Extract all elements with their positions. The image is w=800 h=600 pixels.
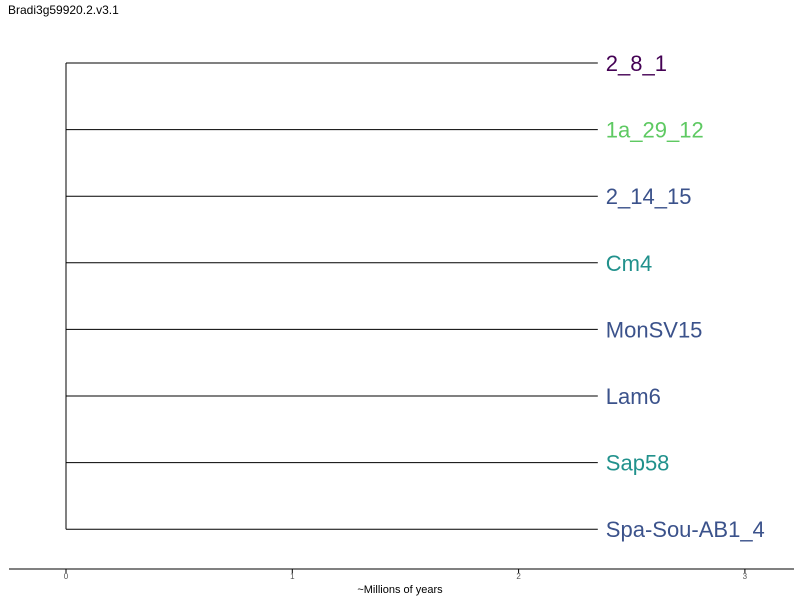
x-tick-label: 0 (64, 572, 69, 581)
x-tick-label: 1 (290, 572, 295, 581)
x-tick-label: 3 (743, 572, 748, 581)
leaf-label: 1a_29_12 (606, 118, 704, 143)
tree-branches (65, 62, 598, 530)
figure-title: Bradi3g59920.2.v3.1 (8, 3, 119, 17)
leaf-label: MonSV15 (606, 317, 703, 342)
leaf-label: 2_8_1 (606, 51, 667, 76)
leaf-label: Spa-Sou-AB1_4 (606, 517, 765, 542)
leaf-label: Sap58 (606, 451, 670, 476)
x-tick-label: 2 (516, 572, 521, 581)
x-axis-title: ~Millions of years (357, 584, 443, 596)
x-axis: 0 1 2 3 ~Millions of years (9, 568, 794, 596)
leaf-labels: 2_8_1 1a_29_12 2_14_15 Cm4 MonSV15 Lam6 Sap58 S… (606, 51, 765, 542)
leaf-label: Cm4 (606, 251, 652, 276)
leaf-label: 2_14_15 (606, 184, 692, 209)
x-axis-ticks: 0 1 2 3 (64, 569, 748, 581)
leaf-label: Lam6 (606, 384, 661, 409)
